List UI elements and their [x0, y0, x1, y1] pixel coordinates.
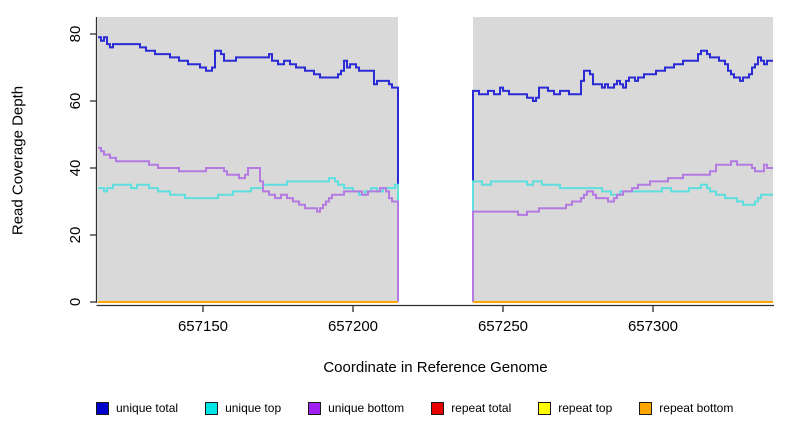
series-unique-top: [98, 177, 399, 302]
series-unique-bottom: [472, 160, 773, 302]
y-axis-title: Read Coverage Depth: [9, 85, 27, 236]
series-unique-bottom: [98, 146, 399, 302]
y-tick-label: 60: [67, 93, 84, 110]
x-tick-label: 657200: [328, 318, 378, 335]
legend-label-unique-top: unique top: [225, 401, 282, 415]
legend-label-repeat-total: repeat total: [451, 401, 512, 415]
x-tick-label: 657150: [178, 318, 228, 335]
legend: unique total unique top unique bottom repea…: [96, 398, 756, 418]
legend-swatch-repeat-total: [431, 401, 445, 415]
series-unique-top: [472, 180, 773, 302]
legend-label-repeat-bottom: repeat bottom: [659, 401, 734, 415]
legend-swatch-unique-total: [96, 401, 109, 415]
legend-swatch-unique-bottom: [308, 401, 322, 415]
legend-item-repeat-total: repeat total: [431, 401, 511, 415]
legend-swatch-repeat-top: [538, 401, 552, 415]
coverage-gap-band: [398, 17, 473, 303]
x-axis-title: Coordinate in Reference Genome: [323, 359, 548, 376]
legend-label-unique-bottom: unique bottom: [328, 401, 405, 415]
legend-item-repeat-bottom: repeat bottom: [639, 401, 733, 415]
y-tick-label: 20: [67, 227, 84, 244]
series-unique-total: [472, 49, 773, 302]
legend-item-unique-top: unique top: [205, 401, 281, 415]
legend-swatch-unique-top: [205, 401, 219, 415]
legend-swatch-repeat-bottom: [639, 401, 653, 415]
legend-item-repeat-top: repeat top: [538, 401, 612, 415]
series-unique-total: [98, 36, 399, 302]
x-tick-label: 657250: [478, 318, 528, 335]
y-tick-label: 80: [67, 26, 84, 43]
legend-label-repeat-top: repeat top: [558, 401, 613, 415]
legend-item-unique-bottom: unique bottom: [308, 401, 404, 415]
y-tick-label: 0: [67, 298, 84, 306]
legend-item-unique-total: unique total: [96, 401, 178, 415]
x-tick-label: 657300: [628, 318, 678, 335]
y-tick-label: 40: [67, 160, 84, 177]
legend-label-unique-total: unique total: [116, 401, 179, 415]
